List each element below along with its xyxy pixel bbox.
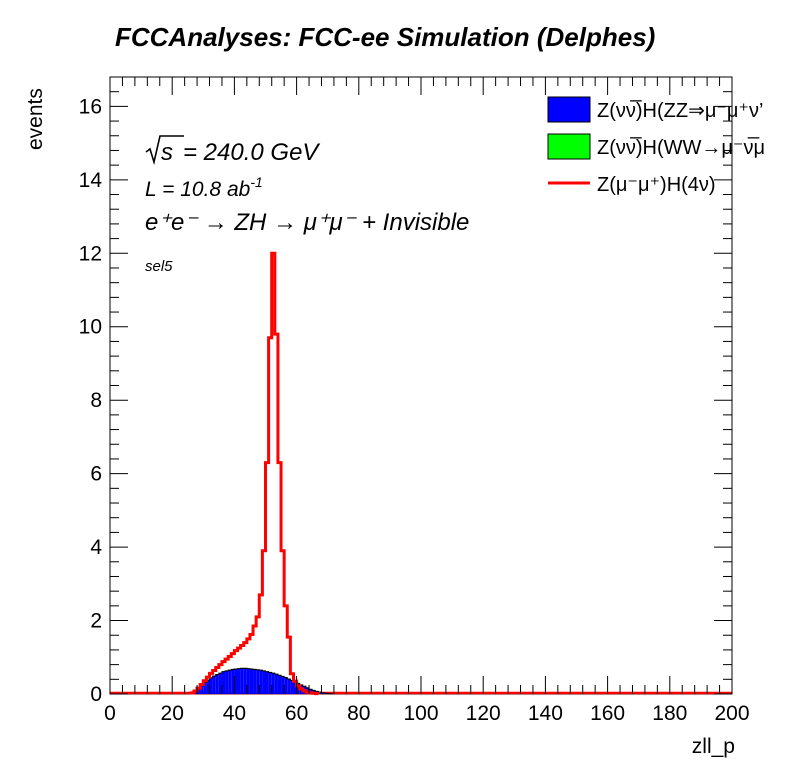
legend-swatch-ww <box>547 133 591 160</box>
hist-bin-zz <box>318 692 322 694</box>
hist-line-signal <box>189 251 320 696</box>
hist-bin-zz <box>284 677 288 694</box>
hist-bin-zz <box>296 683 300 694</box>
hist-bin-zz <box>243 668 247 694</box>
hist-bin-zz <box>203 682 207 694</box>
x-tick-label: 80 <box>347 702 370 725</box>
x-tick-label: 0 <box>104 702 116 725</box>
y-tick-label: 6 <box>90 463 102 486</box>
luminosity-label: L = 10.8 ab-1 <box>145 174 263 201</box>
x-tick-label: 60 <box>285 702 308 725</box>
annotation-block: s = 240.0 GeV L = 10.8 ab-1 e⁺e⁻ → ZH → … <box>145 135 469 275</box>
hist-bin-zz <box>206 680 210 694</box>
sqrt-symbol <box>145 135 184 166</box>
hist-bin-zz <box>221 671 226 694</box>
x-tick-label: 160 <box>590 702 625 725</box>
y-axis-label: events <box>24 88 47 150</box>
hist-bin-zz <box>237 668 241 694</box>
hist-bin-zz <box>231 669 235 694</box>
x-axis-label: zll_p <box>692 735 735 758</box>
y-tick-label: 14 <box>79 169 103 192</box>
hist-bin-zz <box>246 668 250 694</box>
hist-bin-zz <box>197 688 201 694</box>
x-tick-label: 120 <box>466 702 501 725</box>
hist-bin-zz <box>287 678 291 694</box>
hist-bin-zz <box>271 673 275 694</box>
hist-bin-zz <box>200 685 204 694</box>
hist-bin-zz <box>262 670 266 694</box>
y-tick-label: 4 <box>90 536 102 559</box>
hist-bin-zz <box>265 671 269 694</box>
plot-area: 0 20 40 60 80 100 120 140 160 180 200 0 2 4 6 8 10 12 14 16 <box>79 76 750 725</box>
hist-bin-zz <box>212 676 216 694</box>
hist-bin-zz <box>259 670 263 694</box>
y-tick-label: 10 <box>79 316 102 339</box>
legend-label-ww: Z(νν̅)H(WW→μ⁻ν̅μ <box>597 136 765 159</box>
legend-label-signal: Z(μ⁻μ⁺)H(4ν) <box>597 174 716 196</box>
y-tick-label: 2 <box>90 610 102 633</box>
axis-ticks <box>109 76 733 695</box>
legend-label-zz: Z(νν̅)H(ZZ⇒μ⁻μ⁺ν’ <box>597 99 763 122</box>
x-tick-label: 40 <box>223 702 246 725</box>
energy-label: = 240.0 GeV <box>183 139 320 166</box>
hist-bin-zz <box>277 675 282 694</box>
x-tick-label: 20 <box>161 702 184 725</box>
hist-bin-zz <box>218 673 222 694</box>
legend-swatch-zz <box>547 96 591 123</box>
hist-bin-zz <box>240 668 244 694</box>
hist-bin-zz <box>253 669 257 694</box>
tick-labels: 0 20 40 60 80 100 120 140 160 180 200 0 2 4 6 8 10 12 14 16 <box>79 95 750 725</box>
legend: Z(νν̅)H(ZZ⇒μ⁻μ⁺ν’ Z(νν̅)H(WW→μ⁻ν̅μ Z(μ⁻μ… <box>547 96 765 196</box>
process-label: e⁺e⁻ → ZH → μ⁺μ⁻ + Invisible <box>145 209 469 236</box>
hist-bin-zz <box>290 680 294 694</box>
plot-frame <box>109 76 733 695</box>
hist-bin-zz <box>268 672 272 694</box>
y-tick-label: 16 <box>79 95 102 118</box>
x-tick-label: 140 <box>528 702 563 725</box>
hist-bin-zz <box>281 676 285 694</box>
sqrt-s-label: s <box>161 139 173 166</box>
x-tick-label: 100 <box>403 702 438 725</box>
hist-bin-zz <box>293 681 297 694</box>
hist-bin-zz <box>215 674 219 694</box>
hist-bin-zz <box>228 670 232 694</box>
hist-outline-zz <box>190 667 335 695</box>
chart-title: FCCAnalyses: FCC-ee Simulation (Delphes) <box>115 22 655 52</box>
series-layer <box>110 251 732 696</box>
hist-bin-zz <box>209 677 213 694</box>
hist-bin-zz <box>225 670 229 694</box>
hist-bin-zz <box>234 669 238 694</box>
x-tick-label: 180 <box>652 702 687 725</box>
y-tick-label: 0 <box>90 683 102 706</box>
hist-bin-zz <box>274 674 278 694</box>
hist-bin-zz <box>321 692 325 694</box>
y-tick-label: 12 <box>79 242 102 265</box>
hist-bin-zz <box>249 669 254 694</box>
x-tick-label: 200 <box>714 702 749 725</box>
y-tick-label: 8 <box>90 389 102 412</box>
hist-bin-zz <box>256 669 260 694</box>
selection-label: sel5 <box>145 258 173 275</box>
